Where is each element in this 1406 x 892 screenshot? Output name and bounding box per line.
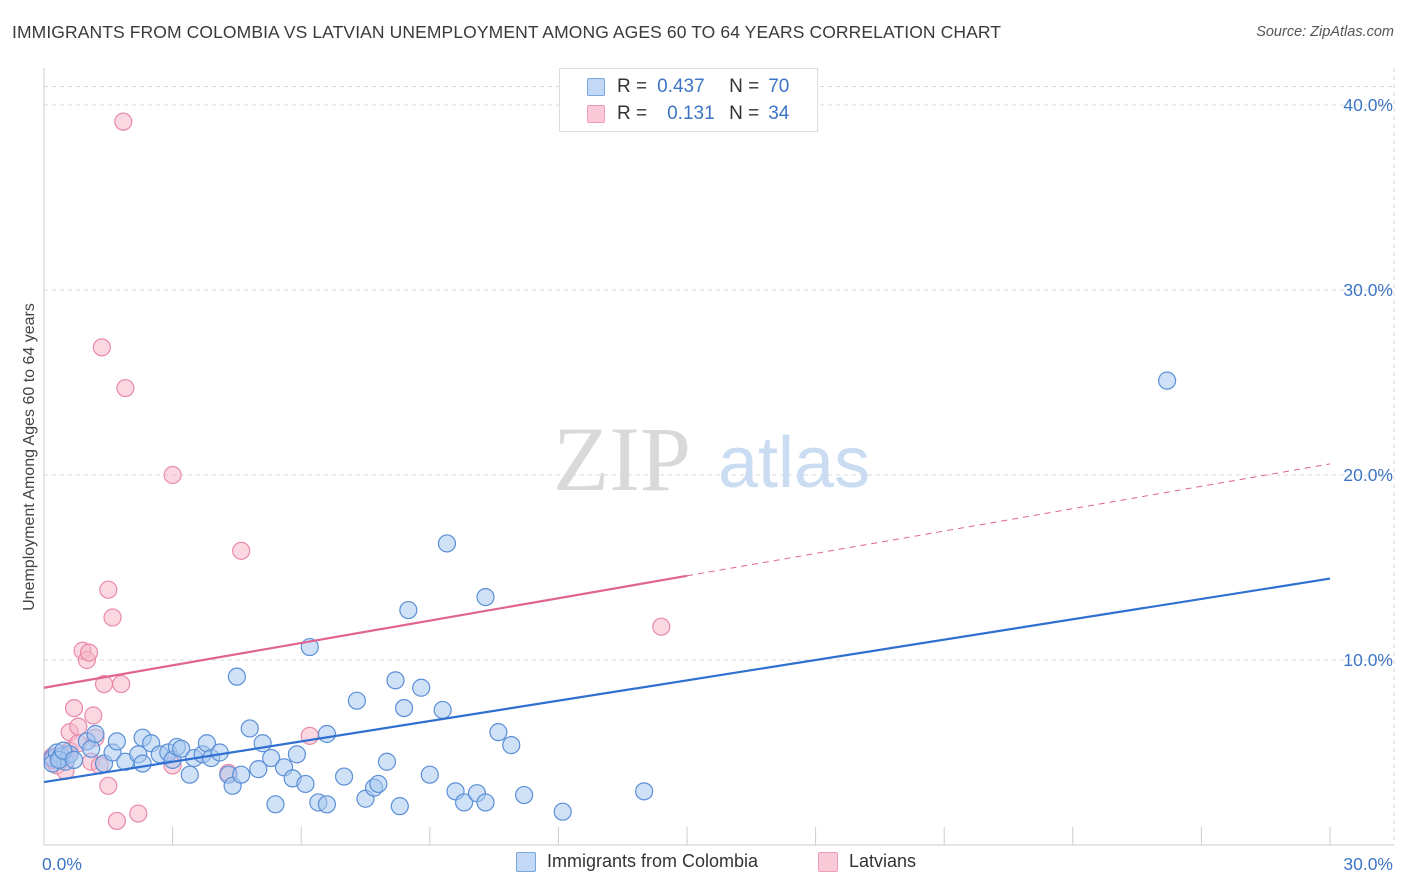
series-swatch-pink [818, 851, 838, 872]
data-point-pink [69, 717, 88, 736]
data-point-blue [502, 735, 521, 755]
data-point-blue [334, 767, 354, 786]
trend-lines [43, 463, 1331, 784]
data-point-blue [394, 698, 414, 718]
series-legend-latvians: Latvians [818, 851, 916, 872]
legend-r-label: R = [617, 76, 648, 97]
data-point-blue [180, 765, 199, 784]
correlation-legend: R = 0.437 N = 70 R = 0.131 N = 34 [559, 68, 818, 132]
data-point-blue [515, 785, 534, 805]
series-name-colombia: Immigrants from Colombia [547, 851, 759, 871]
data-point-blue [635, 782, 654, 801]
source-credit: Source: ZipAtlas.com [1256, 24, 1394, 40]
y-tick-label: 30.0% [1343, 280, 1393, 300]
data-point-blue [412, 678, 431, 697]
legend-r-label: R = [617, 103, 648, 124]
y-tick-label: 40.0% [1343, 95, 1393, 115]
data-point-blue [476, 793, 495, 812]
y-tick-label: 20.0% [1343, 465, 1393, 485]
data-point-pink [84, 706, 103, 725]
data-point-blue [232, 765, 251, 784]
legend-swatch-blue [587, 78, 605, 96]
chart-title: IMMIGRANTS FROM COLOMBIA VS LATVIAN UNEM… [12, 22, 1002, 42]
data-point-pink [112, 674, 131, 694]
data-point-pink [652, 617, 671, 636]
data-point-blue [369, 774, 388, 794]
data-point-blue [390, 797, 409, 816]
data-point-blue [437, 534, 457, 553]
data-point-blue [86, 724, 105, 744]
data-point-blue [317, 795, 337, 814]
data-point-blue [296, 774, 315, 794]
data-point-pink [116, 378, 135, 398]
data-point-blue [64, 750, 84, 770]
legend-swatch-pink [587, 105, 605, 123]
legend-r-value: 0.437 [657, 76, 705, 97]
watermark-atlas: atlas [718, 423, 870, 503]
series-name-latvians: Latvians [849, 851, 917, 871]
data-point-blue [172, 739, 191, 758]
legend-n-value: 34 [768, 103, 790, 124]
x-tick-label-min: 0.0% [42, 854, 82, 874]
data-point-blue [489, 723, 508, 742]
data-point-pink [79, 643, 99, 662]
data-point-pink [103, 608, 122, 627]
data-point-blue [347, 691, 367, 710]
data-point-blue [399, 600, 418, 620]
data-point-blue [262, 748, 281, 768]
axes [43, 68, 1394, 846]
data-point-blue [227, 667, 246, 686]
trend-line-dashed-pink [686, 463, 1331, 577]
watermark: ZIP atlas [553, 408, 870, 510]
series-colombia-points [43, 371, 1177, 821]
legend-n-label: N = [729, 76, 760, 97]
data-point-blue [420, 765, 439, 784]
data-point-blue [377, 752, 397, 771]
series-legend-colombia: Immigrants from Colombia [516, 851, 758, 872]
trend-line-blue [43, 577, 1331, 784]
legend-row-colombia: R = 0.437 N = 70 [587, 75, 789, 99]
data-point-pink [129, 804, 148, 823]
data-point-blue [476, 587, 495, 607]
data-point-pink [107, 811, 126, 831]
data-point-blue [287, 745, 307, 764]
data-point-blue [386, 671, 405, 690]
legend-n-value: 70 [768, 76, 790, 97]
legend-row-latvians: R = 0.131 N = 34 [587, 102, 789, 126]
legend-r-value: 0.131 [667, 103, 715, 124]
x-tick-labels: 0.0% 30.0% [42, 854, 1393, 874]
watermark-zip: ZIP [553, 408, 691, 510]
data-point-pink [92, 338, 111, 357]
data-point-blue [133, 754, 152, 773]
data-point-blue [454, 793, 474, 812]
y-tick-labels: 10.0% 20.0% 30.0% 40.0% [1343, 95, 1393, 670]
y-tick-label: 10.0% [1343, 650, 1393, 670]
data-point-blue [553, 802, 572, 821]
data-point-pink [114, 112, 133, 131]
data-point-pink [99, 776, 118, 795]
data-point-pink [163, 465, 182, 485]
data-point-blue [1158, 371, 1177, 390]
series-swatch-blue [516, 851, 536, 872]
trend-line-pink [43, 574, 688, 689]
data-point-blue [240, 719, 259, 738]
data-point-blue [266, 795, 285, 814]
x-tick-label-max: 30.0% [1343, 854, 1393, 874]
legend-n-label: N = [729, 103, 760, 124]
data-point-pink [64, 698, 84, 718]
data-point-blue [317, 724, 337, 744]
data-point-blue [249, 760, 268, 779]
data-point-pink [99, 580, 118, 599]
data-point-blue [107, 732, 126, 751]
data-point-blue [433, 700, 452, 720]
data-point-pink [232, 541, 251, 560]
